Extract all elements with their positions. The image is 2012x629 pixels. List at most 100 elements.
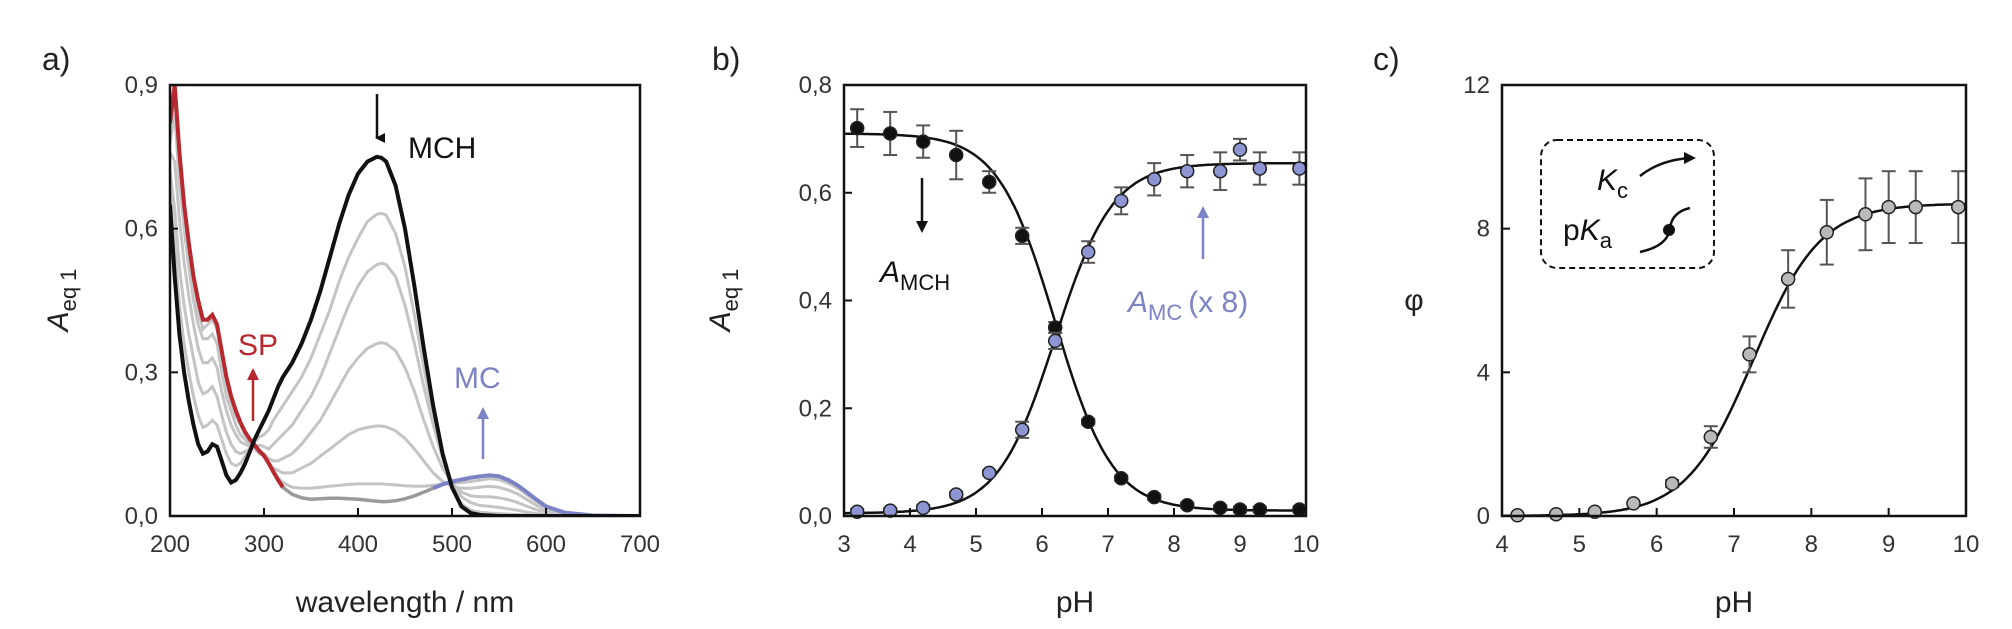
data-point-mch (882, 126, 898, 141)
intermediate-spectrum (170, 94, 640, 516)
intermediate-spectrum (170, 171, 640, 516)
data-point-mch (1113, 471, 1129, 486)
x-tick-label: 9 (1882, 531, 1895, 558)
data-point-phi (1742, 347, 1757, 362)
x-tick-label: 300 (244, 531, 284, 558)
data-point-mch (1146, 489, 1162, 505)
panel-c-plot-frame (1500, 83, 1968, 518)
y-tick-label: 0,0 (799, 503, 832, 530)
x-tick-label: 3 (837, 531, 850, 558)
y-tick-label: 8 (1477, 216, 1490, 243)
x-tick-label: 10 (1293, 531, 1320, 558)
x-tick-label: 400 (338, 531, 378, 558)
data-point-phi (1951, 199, 1966, 215)
panel-b-ticks: 3 4 5 6 7 8 9 10 0,0 0,2 0,4 0,6 0,8 (799, 72, 1320, 558)
fit-curve-phi (1502, 202, 1966, 518)
intermediate-spectrum (170, 190, 640, 516)
data-point-phi (1703, 429, 1719, 445)
legend-kc-arrow-head (1684, 152, 1696, 164)
mc-label: MC (454, 362, 501, 395)
panel-b-titration: b) 3 4 5 6 7 8 9 10 0,0 0,2 0,4 0,6 0,8 pH Aeq 1 AMC… (704, 41, 1319, 619)
panel-a-x-axis-title: wavelength / nm (295, 586, 514, 619)
panel-c-y-axis-title: φ (1404, 284, 1423, 317)
data-point-mc (981, 465, 997, 481)
data-point-mch (1080, 414, 1096, 429)
x-tick-label: 500 (432, 531, 472, 558)
data-point-phi (1626, 496, 1641, 511)
data-point-phi (1908, 199, 1923, 215)
legend-kc-label: Kc (1597, 164, 1628, 203)
panel-a-ticks: 200 300 400 500 600 700 0,0 0,3 0,6 0,9 (125, 72, 660, 558)
panel-a-curves (170, 85, 640, 516)
data-point-mc (915, 500, 931, 516)
data-point-mc (1146, 172, 1162, 187)
mc-spectrum-segment (432, 473, 640, 516)
sp-up-arrow-head (247, 368, 259, 380)
data-point-mch (1252, 502, 1268, 517)
y-tick-label: 0,8 (799, 72, 832, 99)
panel-b-y-axis-title: Aeq 1 (704, 269, 743, 334)
x-tick-label: 200 (150, 531, 190, 558)
data-point-phi (1664, 476, 1680, 491)
x-tick-label: 5 (969, 531, 982, 558)
data-point-mc (1047, 333, 1063, 349)
x-tick-label: 7 (1727, 531, 1740, 558)
y-tick-label: 0,3 (125, 359, 158, 386)
legend-pka-label: pKa (1563, 214, 1613, 253)
x-tick-label: 7 (1101, 531, 1114, 558)
a-mc-label: AMC (x 8) (1126, 286, 1248, 325)
data-point-mc (1212, 163, 1228, 179)
panel-c-label: c) (1373, 41, 1400, 77)
data-point-mch (1212, 500, 1228, 516)
intermediate-spectrum (170, 151, 640, 516)
panel-b-label: b) (712, 41, 740, 77)
y-tick-label: 12 (1463, 72, 1490, 99)
data-point-mch (1014, 228, 1030, 244)
a-mch-label: AMCH (878, 256, 950, 295)
data-point-mc (1113, 193, 1129, 209)
panel-a-plot-frame (168, 83, 642, 518)
x-tick-label: 6 (1650, 531, 1663, 558)
mch-label: MCH (408, 132, 476, 165)
legend-kc-arrow (1639, 156, 1691, 177)
a-mc-up-arrow-head (1197, 206, 1209, 218)
y-tick-label: 0,6 (125, 216, 158, 243)
data-point-mc (1232, 142, 1248, 157)
data-point-mch (915, 134, 931, 149)
y-tick-label: 0,2 (799, 395, 832, 422)
data-point-mch (981, 174, 997, 190)
fit-curve-mch (843, 132, 1307, 512)
data-point-mc (1080, 244, 1096, 260)
panel-b-x-axis-title: pH (1056, 586, 1094, 619)
y-tick-label: 4 (1477, 359, 1490, 386)
data-point-mc (1179, 163, 1195, 179)
intermediate-spectrum (170, 113, 640, 516)
sp-spectrum-segment (170, 85, 285, 489)
data-point-phi (1819, 225, 1835, 240)
panel-a-label: a) (42, 41, 70, 77)
data-point-mch (1179, 497, 1195, 513)
x-tick-label: 4 (1495, 531, 1508, 558)
data-point-mch (1292, 502, 1307, 517)
x-tick-label: 9 (1233, 531, 1246, 558)
x-tick-label: 8 (1167, 531, 1180, 558)
data-point-mc (948, 487, 964, 502)
data-point-mc (1292, 161, 1307, 176)
y-tick-label: 0,4 (799, 288, 832, 315)
data-point-phi (1881, 199, 1896, 215)
x-tick-label: 4 (903, 531, 916, 558)
legend-box (1540, 139, 1715, 269)
panel-a-y-axis-title: Aeq 1 (42, 269, 81, 334)
x-tick-label: 5 (1573, 531, 1586, 558)
x-tick-label: 8 (1805, 531, 1818, 558)
data-point-mc (1252, 161, 1268, 176)
data-point-mc (1014, 422, 1030, 438)
data-point-mch (948, 147, 964, 163)
x-tick-label: 600 (526, 531, 566, 558)
x-tick-label: 6 (1035, 531, 1048, 558)
mc-up-arrow-head (477, 407, 489, 419)
data-point-phi (1548, 506, 1564, 522)
panel-c-legend: Kc pKa (1540, 139, 1715, 269)
